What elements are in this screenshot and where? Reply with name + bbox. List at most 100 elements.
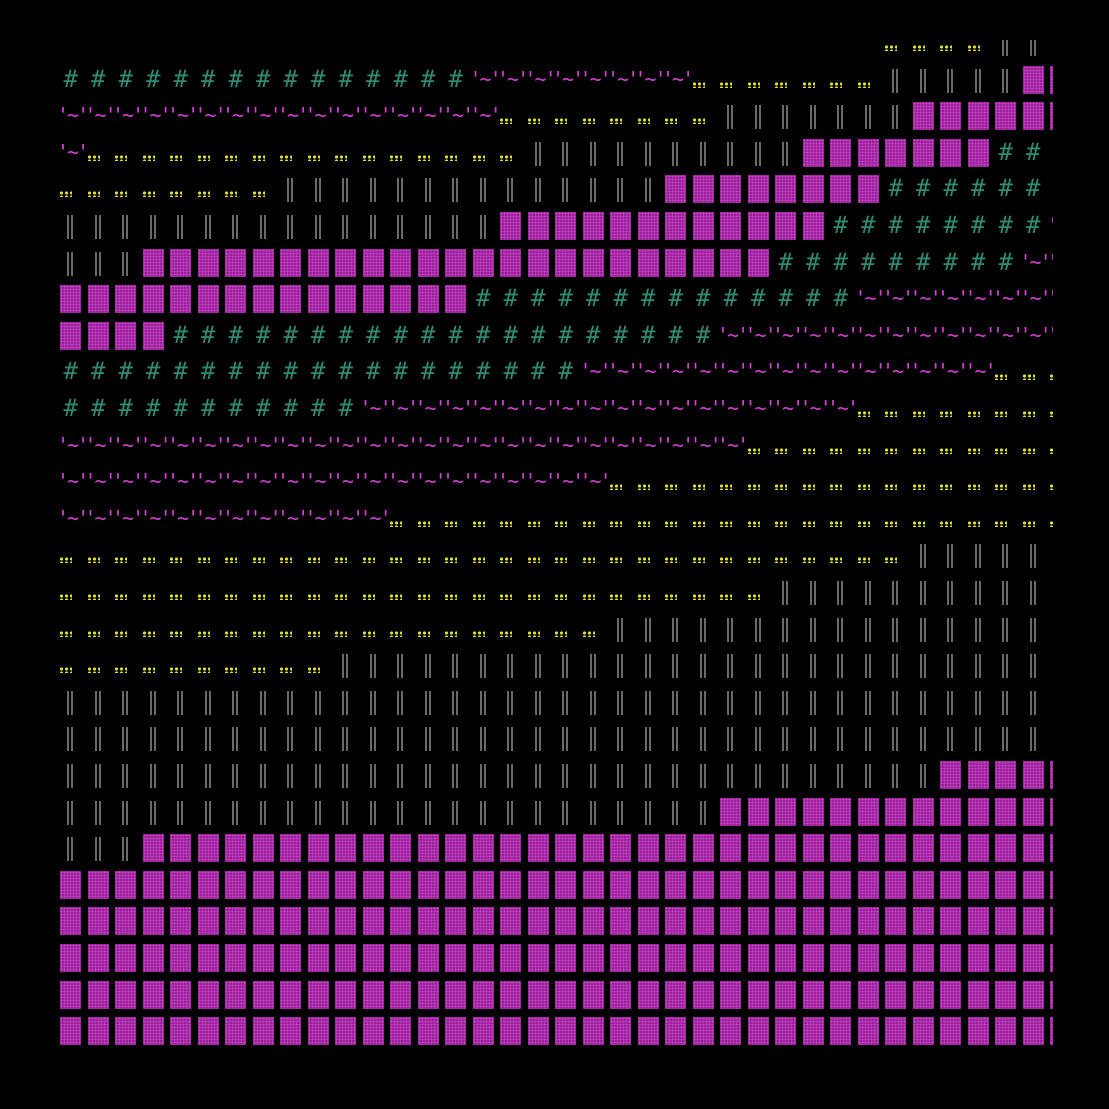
shaded-block-glyph — [745, 866, 773, 903]
double-bar-glyph — [607, 170, 635, 207]
shaded-block-glyph — [827, 134, 855, 171]
double-bar-glyph — [1020, 536, 1048, 573]
shaded-block-glyph — [1047, 902, 1053, 939]
double-bar-glyph — [442, 719, 470, 756]
shaded-block-glyph — [580, 207, 608, 244]
shaded-block-glyph — [800, 866, 828, 903]
hash-glyph: # — [338, 320, 353, 349]
double-bar-glyph — [415, 793, 443, 830]
tilde-quote-glyph: '~' — [304, 103, 337, 128]
hash-glyph: # — [338, 64, 353, 93]
shaded-block-glyph — [965, 866, 993, 903]
hash-glyph: # — [201, 357, 216, 386]
double-bar-glyph — [525, 793, 553, 830]
dots-glyph — [690, 463, 718, 500]
dots-glyph — [717, 500, 745, 537]
double-bar-glyph — [580, 683, 608, 720]
dots-glyph — [415, 610, 443, 647]
shaded-block-glyph — [745, 939, 773, 976]
shaded-block-glyph — [937, 976, 965, 1013]
shaded-block-glyph — [882, 976, 910, 1013]
double-bar-glyph — [250, 719, 278, 756]
double-bar-glyph — [277, 719, 305, 756]
double-bar-glyph — [800, 719, 828, 756]
shaded-block-glyph — [717, 939, 745, 976]
dots-glyph — [800, 61, 828, 98]
dots-glyph — [745, 500, 773, 537]
double-bar-glyph — [937, 683, 965, 720]
shaded-block-glyph — [442, 829, 470, 866]
double-bar-glyph — [800, 610, 828, 647]
dots-glyph — [277, 610, 305, 647]
shaded-block-glyph — [635, 244, 663, 281]
hash-glyph: # — [1047, 134, 1053, 171]
shaded-block-glyph — [332, 1012, 360, 1049]
dots-glyph — [1020, 353, 1048, 390]
tilde-quote-glyph: '~' — [717, 396, 749, 420]
shaded-block-glyph — [250, 976, 278, 1013]
shaded-block-glyph — [635, 207, 663, 244]
shaded-block-glyph — [167, 866, 195, 903]
shaded-block-glyph — [717, 793, 745, 830]
hash-glyph: # — [476, 284, 491, 313]
art-row — [57, 646, 1053, 683]
double-bar-glyph — [1020, 573, 1048, 610]
hash-glyph: # — [916, 247, 931, 276]
double-bar-glyph — [690, 719, 718, 756]
dots-glyph — [277, 573, 305, 610]
tilde-quote-glyph: '~' — [359, 505, 392, 530]
double-bar-glyph — [965, 573, 993, 610]
dots-glyph — [607, 536, 635, 573]
double-bar-glyph — [965, 61, 993, 98]
art-row — [57, 610, 1053, 647]
shaded-block-glyph — [882, 866, 910, 903]
shaded-block-glyph — [717, 829, 745, 866]
shaded-block-glyph — [497, 244, 525, 281]
hash-glyph: # — [63, 394, 78, 422]
shaded-block-glyph — [1020, 793, 1048, 830]
shaded-block-glyph — [497, 207, 525, 244]
shaded-block-glyph — [167, 280, 195, 317]
art-row — [57, 40, 1053, 61]
dots-glyph — [937, 500, 965, 537]
dots-glyph — [112, 610, 140, 647]
hash-glyph: # — [393, 320, 408, 349]
dots-glyph — [332, 610, 360, 647]
shaded-block-glyph — [1020, 829, 1048, 866]
shaded-block-glyph — [882, 793, 910, 830]
shaded-block-glyph — [745, 793, 773, 830]
tilde-quote-glyph: '~' — [524, 432, 557, 457]
double-bar-glyph — [360, 207, 388, 244]
double-bar-glyph — [497, 646, 525, 683]
hash-glyph: # — [393, 64, 408, 93]
double-bar-glyph — [470, 207, 498, 244]
double-bar-glyph — [882, 719, 910, 756]
dots-glyph — [992, 353, 1020, 390]
art-row: '~' '~' '~' '~' '~' '~' '~' '~' '~' '~' '~' '~' '~' '… — [57, 463, 1053, 500]
hash-glyph: # — [723, 284, 738, 313]
shaded-block-glyph — [910, 134, 938, 171]
double-bar-glyph — [415, 207, 443, 244]
tilde-quote-glyph: '~' — [194, 469, 227, 494]
dots-glyph — [910, 390, 938, 427]
dots-glyph — [992, 427, 1020, 464]
shaded-block-glyph — [607, 207, 635, 244]
dots-glyph — [1047, 353, 1053, 390]
dots-glyph — [332, 573, 360, 610]
double-bar-glyph — [415, 719, 443, 756]
dots-glyph — [635, 97, 663, 134]
shaded-block-glyph — [745, 829, 773, 866]
tilde-quote-glyph: '~' — [139, 469, 172, 494]
dots-glyph — [1020, 427, 1048, 464]
tilde-quote-glyph: '~' — [827, 322, 859, 347]
hash-glyph: # — [201, 320, 216, 349]
dots-glyph — [167, 573, 195, 610]
dots-glyph — [965, 40, 993, 61]
tilde-quote-glyph: '~' — [992, 322, 1024, 347]
hash-glyph: # — [503, 320, 518, 349]
double-bar-glyph — [662, 719, 690, 756]
tilde-quote-glyph: '~' — [249, 505, 282, 530]
double-bar-glyph — [772, 610, 800, 647]
double-bar-glyph — [800, 97, 828, 134]
tilde-quote-glyph: '~' — [167, 103, 199, 128]
